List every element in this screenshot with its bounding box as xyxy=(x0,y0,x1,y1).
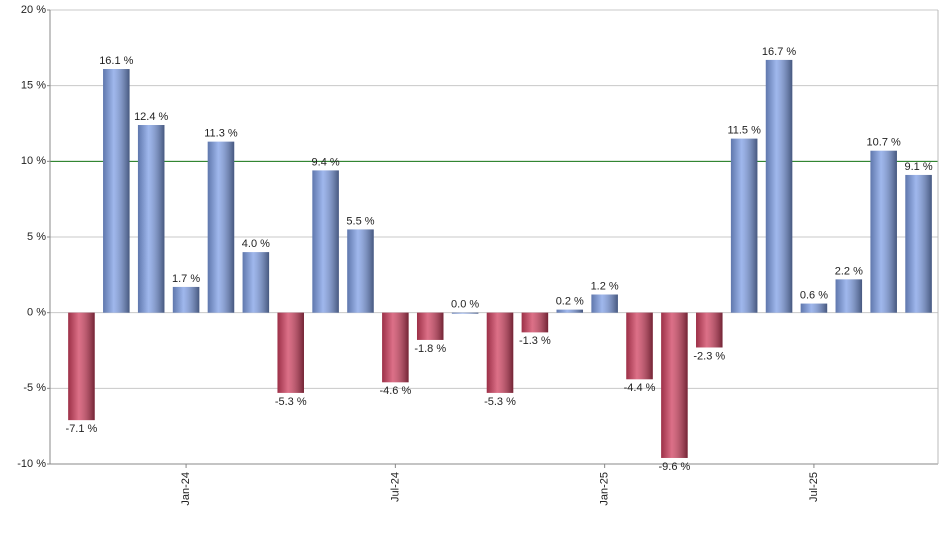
bar-shade xyxy=(416,312,444,340)
y-tick-label: 5 % xyxy=(27,231,46,243)
x-tick-label: Jan-25 xyxy=(599,472,611,506)
y-tick-label: 0 % xyxy=(27,307,46,319)
data-label: 16.1 % xyxy=(99,55,133,67)
data-label: -5.3 % xyxy=(275,396,307,408)
y-tick-label: 20 % xyxy=(21,4,46,16)
data-label: -4.4 % xyxy=(624,382,656,394)
data-label: 1.7 % xyxy=(172,273,200,285)
data-label: 12.4 % xyxy=(134,111,168,123)
x-tick-label: Jul-25 xyxy=(808,472,820,502)
data-label: 9.4 % xyxy=(312,156,340,168)
bar-shade xyxy=(626,312,653,380)
x-tick-label: Jul-24 xyxy=(389,472,401,502)
y-tick-label: 15 % xyxy=(21,80,46,92)
data-label: -4.6 % xyxy=(379,385,411,397)
bar-shade xyxy=(521,312,549,333)
bar-shade xyxy=(661,312,688,458)
data-label: 4.0 % xyxy=(242,238,270,250)
data-label: 16.7 % xyxy=(762,46,796,58)
bar-shade xyxy=(451,312,479,314)
data-label: -1.3 % xyxy=(519,335,551,347)
bar-shade xyxy=(382,312,409,383)
bar-shade xyxy=(556,309,584,313)
data-label: 11.5 % xyxy=(727,125,761,137)
bar-shade xyxy=(730,138,758,313)
data-label: 0.6 % xyxy=(800,289,828,301)
data-label: 9.1 % xyxy=(904,161,932,173)
y-tick-label: -5 % xyxy=(23,382,46,394)
data-label: -2.3 % xyxy=(693,350,725,362)
data-label: 0.0 % xyxy=(451,299,479,311)
data-label: 1.2 % xyxy=(591,280,619,292)
bar-shade xyxy=(277,312,304,393)
data-label: -9.6 % xyxy=(659,461,691,473)
bar-shade xyxy=(172,286,200,313)
bar-shade xyxy=(207,141,235,313)
data-label: -1.8 % xyxy=(414,343,446,355)
data-label: -5.3 % xyxy=(484,396,516,408)
data-label: -7.1 % xyxy=(66,423,98,435)
bar-shade xyxy=(800,303,828,313)
bar-shade xyxy=(835,279,863,313)
data-label: 0.2 % xyxy=(556,296,584,308)
data-label: 10.7 % xyxy=(867,137,901,149)
bar-shade xyxy=(68,312,95,421)
data-label: 2.2 % xyxy=(835,265,863,277)
bar-shade xyxy=(696,312,723,348)
bar-shade xyxy=(905,174,932,313)
bar-shade xyxy=(137,125,165,313)
bar-shade xyxy=(870,150,897,313)
data-label: 5.5 % xyxy=(346,215,374,227)
bar-shade xyxy=(591,294,618,313)
bar-shade xyxy=(242,252,270,313)
bar-shade xyxy=(347,229,374,313)
data-label: 11.3 % xyxy=(204,128,238,140)
y-tick-label: 10 % xyxy=(21,155,46,167)
x-tick-label: Jan-24 xyxy=(180,472,192,506)
bar-shade xyxy=(765,59,793,313)
bar-shade xyxy=(103,69,130,313)
y-tick-label: -10 % xyxy=(17,458,46,470)
bar-shade xyxy=(486,312,514,393)
bar-shade xyxy=(312,170,339,313)
